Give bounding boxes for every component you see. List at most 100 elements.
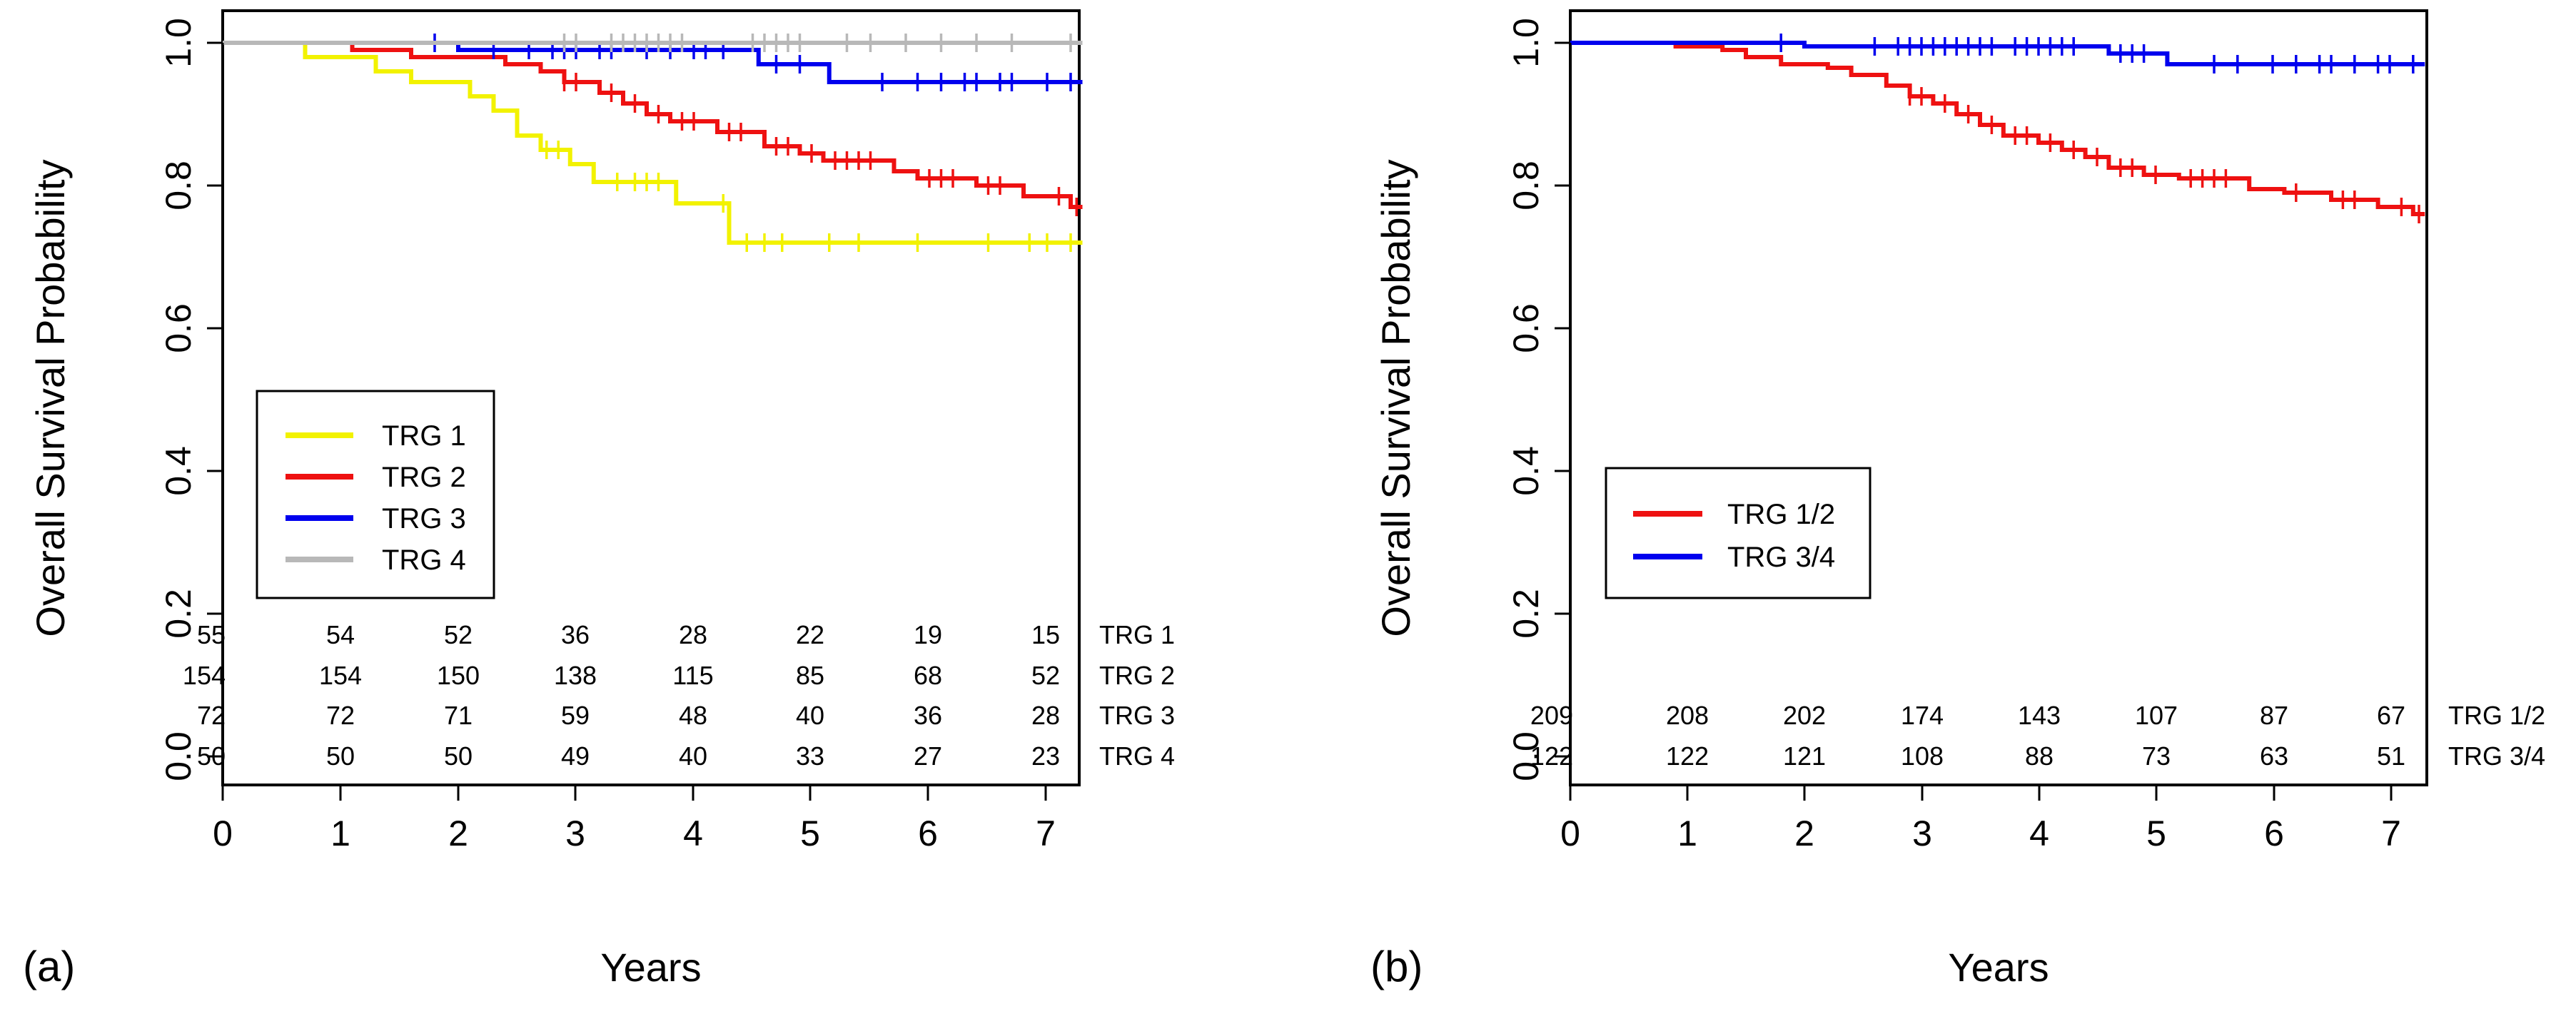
- legend-label: TRG 1/2: [1727, 499, 1835, 530]
- at-risk-count: 150: [437, 661, 480, 690]
- at-risk-count: 40: [679, 741, 707, 771]
- x-tick-label: 0: [1560, 813, 1580, 853]
- legend-label: TRG 4: [382, 544, 466, 576]
- at-risk-row-label: TRG 4: [1099, 741, 1175, 771]
- at-risk-count: 208: [1666, 701, 1709, 730]
- at-risk-count: 174: [1901, 701, 1944, 730]
- at-risk-count: 54: [326, 620, 355, 649]
- at-risk-row-label: TRG 1: [1099, 620, 1175, 649]
- at-risk-count: 72: [326, 701, 355, 730]
- x-axis-label: Years: [600, 945, 701, 990]
- y-tick-label: 0.0: [1506, 731, 1546, 781]
- at-risk-count: 28: [1031, 701, 1060, 730]
- x-tick-label: 6: [918, 813, 938, 853]
- x-tick-label: 5: [800, 813, 820, 853]
- at-risk-count: 23: [1031, 741, 1060, 771]
- at-risk-row-label: TRG 2: [1099, 661, 1175, 690]
- at-risk-count: 28: [679, 620, 707, 649]
- at-risk-count: 154: [183, 661, 226, 690]
- x-tick-label: 7: [2381, 813, 2401, 853]
- at-risk-count: 19: [914, 620, 942, 649]
- at-risk-count: 48: [679, 701, 707, 730]
- legend-label: TRG 1: [382, 420, 466, 452]
- y-tick-label: 0.4: [158, 446, 198, 496]
- survival-curve-2: [1570, 41, 2425, 66]
- at-risk-count: 52: [444, 620, 473, 649]
- at-risk-count: 73: [2142, 741, 2171, 771]
- survival-curve-1: [1570, 41, 2425, 216]
- at-risk-count: 71: [444, 701, 473, 730]
- at-risk-count: 115: [672, 661, 713, 690]
- risk-table: 55 54 52 36 28 22 19 15 TRG 1 154 154 150 138 115 85 68…: [183, 620, 1175, 771]
- at-risk-count: 36: [914, 701, 942, 730]
- x-tick-label: 5: [2146, 813, 2166, 853]
- at-risk-count: 27: [914, 741, 942, 771]
- axes: 0 1 2 3 4 5 6 7 0.0 0.2 0.4 0.6 0.8 1.0: [158, 18, 1056, 853]
- y-axis-label: Overall Survival Probability: [28, 159, 73, 637]
- at-risk-count: 51: [2377, 741, 2405, 771]
- survival-curves: [1570, 34, 2425, 223]
- x-tick-label: 2: [1794, 813, 1814, 853]
- x-tick-label: 4: [683, 813, 703, 853]
- at-risk-count: 50: [326, 741, 355, 771]
- at-risk-count: 154: [319, 661, 362, 690]
- y-tick-label: 0.8: [1506, 161, 1546, 211]
- at-risk-count: 85: [796, 661, 824, 690]
- at-risk-count: 202: [1783, 701, 1826, 730]
- at-risk-count: 107: [2135, 701, 2178, 730]
- x-axis-label: Years: [1948, 945, 2049, 990]
- legend-label: TRG 3: [382, 503, 466, 534]
- y-axis-label: Overall Survival Probability: [1373, 159, 1418, 637]
- x-tick-label: 6: [2264, 813, 2284, 853]
- at-risk-count: 33: [796, 741, 824, 771]
- survival-curves: [223, 34, 1083, 252]
- x-tick-label: 0: [213, 813, 233, 853]
- y-tick-label: 1.0: [158, 18, 198, 68]
- at-risk-row-label: TRG 1/2: [2448, 701, 2545, 730]
- at-risk-count: 15: [1031, 620, 1060, 649]
- at-risk-count: 108: [1901, 741, 1944, 771]
- axes: 0 1 2 3 4 5 6 7 0.0 0.2 0.4 0.6 0.8 1.0: [1506, 18, 2401, 853]
- y-tick-label: 0.0: [158, 731, 198, 781]
- at-risk-count: 52: [1031, 661, 1060, 690]
- x-tick-label: 3: [565, 813, 585, 853]
- y-tick-label: 0.4: [1506, 446, 1546, 496]
- at-risk-count: 59: [561, 701, 590, 730]
- survival-curve-1: [223, 41, 1083, 245]
- legend-label: TRG 2: [382, 462, 466, 493]
- y-tick-label: 0.8: [158, 161, 198, 211]
- at-risk-count: 49: [561, 741, 590, 771]
- at-risk-count: 36: [561, 620, 590, 649]
- legend-label: TRG 3/4: [1727, 542, 1835, 573]
- at-risk-count: 138: [554, 661, 597, 690]
- at-risk-count: 209: [1530, 701, 1573, 730]
- legend-box: [256, 390, 495, 599]
- at-risk-count: 55: [197, 620, 226, 649]
- y-tick-label: 1.0: [1506, 18, 1546, 68]
- panel-label: (b): [1370, 943, 1423, 990]
- at-risk-row-label: TRG 3/4: [2448, 741, 2545, 771]
- y-tick-label: 0.6: [158, 303, 198, 353]
- at-risk-count: 88: [2025, 741, 2054, 771]
- at-risk-count: 68: [914, 661, 942, 690]
- y-tick-label: 0.2: [1506, 589, 1546, 639]
- legend: TRG 1 TRG 2 TRG 3 TRG 4: [256, 390, 495, 599]
- x-tick-label: 7: [1036, 813, 1056, 853]
- at-risk-count: 72: [197, 701, 226, 730]
- at-risk-row-label: TRG 3: [1099, 701, 1175, 730]
- at-risk-count: 50: [444, 741, 473, 771]
- x-tick-label: 3: [1912, 813, 1932, 853]
- at-risk-count: 22: [796, 620, 824, 649]
- y-tick-label: 0.2: [158, 589, 198, 639]
- at-risk-count: 122: [1666, 741, 1709, 771]
- at-risk-count: 63: [2260, 741, 2288, 771]
- x-tick-label: 1: [330, 813, 350, 853]
- y-tick-label: 0.6: [1506, 303, 1546, 353]
- legend: TRG 1/2 TRG 3/4: [1605, 467, 1872, 599]
- legend-box: [1605, 467, 1872, 599]
- at-risk-count: 121: [1783, 741, 1826, 771]
- panel-label: (a): [23, 943, 75, 990]
